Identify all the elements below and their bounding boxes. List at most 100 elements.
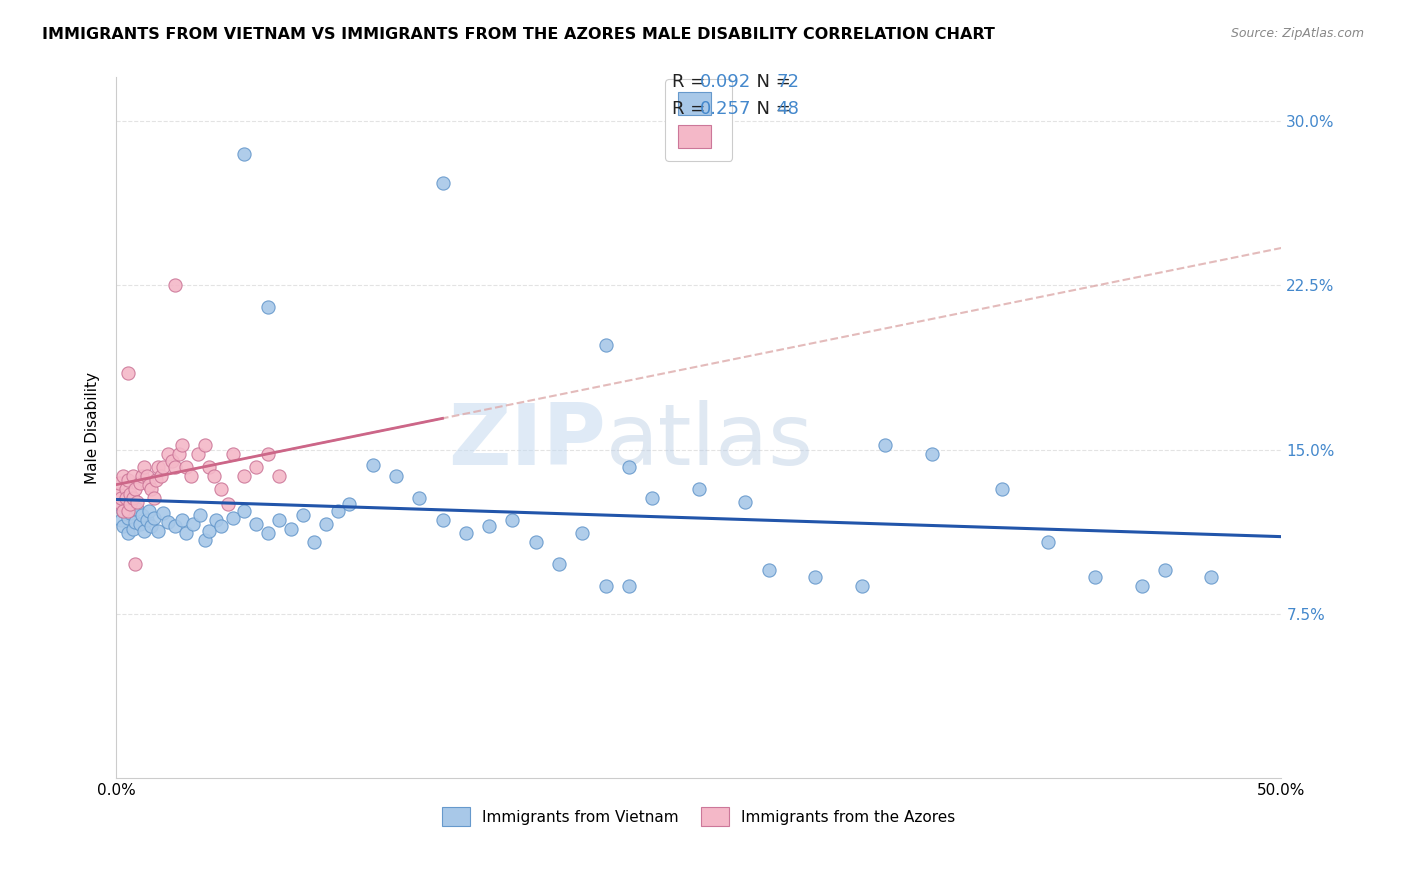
Point xyxy=(134,460,156,475)
Text: R =: R = xyxy=(672,100,711,118)
Point xyxy=(209,519,232,533)
Text: atlas: atlas xyxy=(606,401,814,483)
Point xyxy=(124,557,146,571)
Point xyxy=(142,491,165,505)
Point xyxy=(688,482,710,496)
Point xyxy=(326,504,349,518)
Point xyxy=(138,477,160,491)
Point xyxy=(152,460,174,475)
Point xyxy=(222,447,245,461)
Y-axis label: Male Disability: Male Disability xyxy=(86,372,100,483)
Text: N =: N = xyxy=(745,73,797,91)
Point xyxy=(120,486,142,500)
Point xyxy=(595,578,617,592)
Point xyxy=(141,482,163,496)
Point xyxy=(148,460,170,475)
Point xyxy=(135,469,157,483)
Point xyxy=(180,469,202,483)
Point xyxy=(233,469,256,483)
Point xyxy=(1038,534,1060,549)
Point xyxy=(1130,578,1153,592)
Point xyxy=(385,469,408,483)
Point xyxy=(163,278,186,293)
Point xyxy=(245,517,267,532)
Point xyxy=(454,525,477,540)
Point xyxy=(138,504,160,518)
Point xyxy=(110,513,132,527)
Point xyxy=(141,519,163,533)
Point xyxy=(202,469,225,483)
Point xyxy=(127,495,149,509)
Point xyxy=(217,498,239,512)
Point xyxy=(160,453,183,467)
Point xyxy=(280,522,302,536)
Text: 0.257: 0.257 xyxy=(700,100,752,118)
Point xyxy=(120,498,142,512)
Point xyxy=(432,176,454,190)
Point xyxy=(1084,570,1107,584)
Point xyxy=(110,491,132,505)
Point xyxy=(524,534,547,549)
Point xyxy=(163,519,186,533)
Point xyxy=(121,522,143,536)
Point xyxy=(131,508,153,523)
Point xyxy=(501,513,523,527)
Point xyxy=(124,515,146,529)
Point xyxy=(112,469,135,483)
Point xyxy=(1154,563,1177,577)
Point xyxy=(432,513,454,527)
Point xyxy=(110,498,132,512)
Point xyxy=(198,524,221,538)
Point xyxy=(548,557,571,571)
Point xyxy=(291,508,314,523)
Point xyxy=(117,474,139,488)
Point xyxy=(117,366,139,380)
Point xyxy=(174,525,197,540)
Text: 72: 72 xyxy=(776,73,799,91)
Point xyxy=(194,438,217,452)
Point xyxy=(174,460,197,475)
Point xyxy=(337,498,360,512)
Text: IMMIGRANTS FROM VIETNAM VS IMMIGRANTS FROM THE AZORES MALE DISABILITY CORRELATIO: IMMIGRANTS FROM VIETNAM VS IMMIGRANTS FR… xyxy=(42,27,995,42)
Point xyxy=(1201,570,1223,584)
Point xyxy=(304,534,326,549)
Point xyxy=(256,447,278,461)
Point xyxy=(205,513,228,527)
Point xyxy=(156,515,179,529)
Point xyxy=(107,475,129,490)
Point xyxy=(595,337,617,351)
Point xyxy=(121,469,143,483)
Text: 48: 48 xyxy=(776,100,799,118)
Point xyxy=(114,482,136,496)
Point xyxy=(990,482,1012,496)
Point xyxy=(478,519,501,533)
Point xyxy=(617,460,640,475)
Point xyxy=(117,504,139,518)
Point xyxy=(128,475,150,490)
Point xyxy=(256,525,278,540)
Point xyxy=(124,482,146,496)
Point xyxy=(148,524,170,538)
Point xyxy=(145,474,167,488)
Point xyxy=(361,458,384,472)
Point xyxy=(187,447,209,461)
Point xyxy=(804,570,827,584)
Point xyxy=(156,447,179,461)
Point xyxy=(758,563,780,577)
Point xyxy=(233,504,256,518)
Point xyxy=(112,519,135,533)
Point xyxy=(617,578,640,592)
Point xyxy=(112,504,135,518)
Point xyxy=(194,533,217,547)
Point xyxy=(163,460,186,475)
Point xyxy=(152,506,174,520)
Point xyxy=(170,438,193,452)
Point xyxy=(107,486,129,500)
Point xyxy=(121,491,143,505)
Point xyxy=(117,525,139,540)
Point xyxy=(127,501,149,516)
Point xyxy=(851,578,873,592)
Point xyxy=(131,469,153,483)
Point xyxy=(114,491,136,505)
Point xyxy=(120,506,142,520)
